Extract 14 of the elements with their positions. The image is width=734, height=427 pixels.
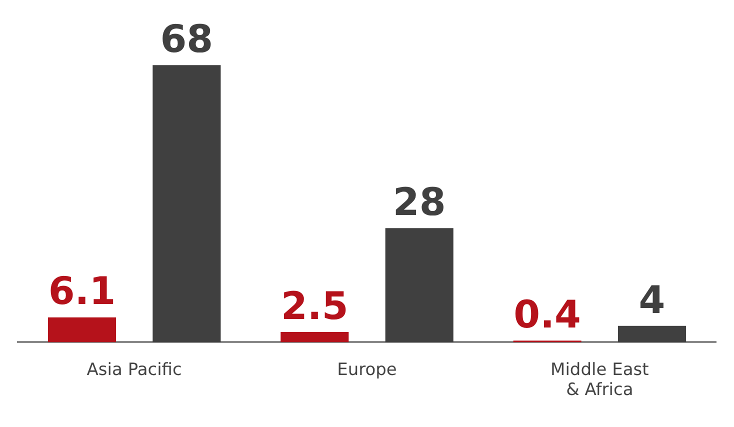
bar (280, 332, 349, 342)
x-tick-label: Europe (337, 360, 397, 380)
data-label: 2.5 (280, 284, 348, 328)
bar (618, 326, 686, 342)
bar (48, 317, 116, 342)
data-label: 4 (638, 278, 666, 322)
x-tick-label: Middle East & Africa (550, 360, 650, 400)
bar (152, 65, 221, 342)
data-label: 6.1 (48, 269, 116, 314)
x-tick-label: Asia Pacific (86, 360, 182, 380)
data-label: 0.4 (514, 292, 581, 336)
data-label: 28 (392, 180, 446, 224)
data-label: 68 (160, 16, 214, 61)
bar (385, 228, 454, 342)
